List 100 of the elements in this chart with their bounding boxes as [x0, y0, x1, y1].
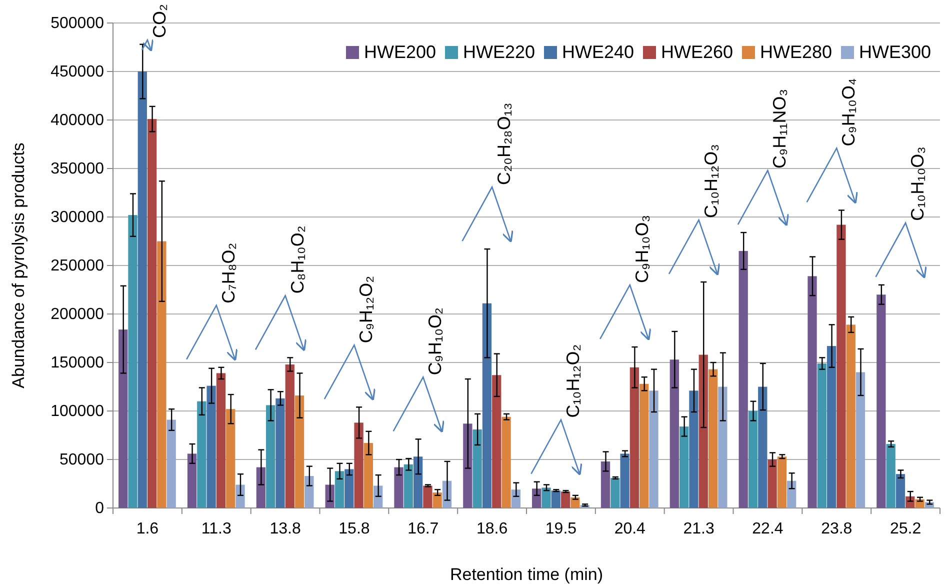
x-tick-label: 16.7 — [408, 520, 439, 538]
bar — [492, 375, 502, 508]
bar — [689, 390, 698, 508]
bar — [404, 464, 413, 508]
bar — [276, 398, 285, 508]
bar — [256, 467, 266, 508]
bar — [836, 224, 846, 508]
bar — [413, 456, 423, 508]
y-tick-label: 250000 — [50, 258, 104, 275]
annotation: C₉H₁₀O₄ — [838, 78, 859, 146]
bar — [551, 490, 560, 508]
bar — [679, 426, 689, 508]
bar — [610, 478, 620, 508]
legend-label: HWE300 — [859, 42, 932, 62]
bar — [236, 484, 245, 508]
bar — [423, 486, 432, 508]
bar — [846, 324, 856, 508]
annotation: C₁₀H₁₂O₂ — [562, 344, 583, 418]
bar — [472, 429, 482, 508]
x-tick-label: 15.8 — [338, 520, 370, 538]
bar — [432, 492, 442, 508]
bar — [738, 250, 748, 508]
bar — [768, 460, 777, 508]
bar — [817, 363, 826, 508]
bar — [808, 276, 817, 508]
annotation: C₉H₁₁NO₃ — [770, 88, 790, 169]
x-tick-label: 20.4 — [614, 520, 646, 538]
x-tick-label: 1.6 — [136, 520, 159, 538]
y-tick-label: 100000 — [50, 403, 104, 420]
bar — [718, 386, 728, 508]
y-tick-label: 300000 — [50, 209, 104, 226]
annotation: C₁₀H₁₀O₃ — [908, 146, 928, 221]
bar — [777, 456, 787, 508]
bar — [896, 474, 906, 508]
bar — [826, 346, 836, 508]
x-tick-label: 23.8 — [821, 520, 852, 538]
x-tick-label: 18.6 — [476, 520, 508, 538]
bar — [354, 422, 364, 508]
bar — [147, 119, 157, 508]
bar — [856, 372, 866, 508]
bar — [206, 386, 216, 508]
bar — [876, 294, 886, 508]
x-tick-label: 13.8 — [270, 520, 301, 538]
x-tick-label: 25.2 — [890, 520, 922, 538]
legend-label: HWE240 — [562, 42, 634, 62]
y-tick-label: 50000 — [60, 452, 104, 469]
x-tick-label: 21.3 — [683, 520, 714, 538]
bar — [266, 405, 276, 508]
bar — [649, 390, 658, 508]
legend-label: HWE220 — [463, 42, 536, 62]
x-tick-label: 11.3 — [201, 520, 232, 538]
bar — [304, 476, 314, 508]
legend-label: HWE280 — [760, 42, 832, 62]
bar — [670, 360, 679, 508]
annotation: C₁₀H₁₂O₃ — [700, 144, 721, 218]
bar — [216, 373, 226, 508]
bar — [294, 395, 304, 508]
y-tick-label: 200000 — [50, 306, 104, 324]
x-tick-label: 19.5 — [545, 520, 577, 538]
bar — [118, 330, 128, 508]
bar — [226, 409, 236, 508]
bar — [285, 364, 294, 508]
annotation: C₉H₁₂O₂ — [356, 276, 376, 344]
annotation: C₇H₈O₂ — [218, 242, 238, 304]
bar — [364, 443, 374, 508]
annotation: C₉H₁₀O₂ — [425, 307, 446, 376]
y-tick-label: 500000 — [50, 15, 104, 32]
x-tick-label: 22.4 — [752, 520, 784, 538]
legend-label: HWE200 — [364, 42, 436, 62]
annotation: C₉H₁₀O₃ — [632, 214, 652, 283]
bar — [344, 469, 354, 508]
bar — [886, 444, 896, 508]
bar — [758, 386, 768, 508]
y-tick-label: 350000 — [50, 160, 104, 178]
bar — [138, 72, 147, 508]
bar — [128, 215, 138, 508]
annotation: CO₂ — [149, 4, 170, 38]
bar — [748, 411, 758, 508]
bar — [560, 492, 570, 508]
bar — [620, 454, 630, 508]
bar — [698, 354, 708, 508]
bar — [166, 420, 176, 508]
bar — [542, 488, 551, 508]
x-axis-title: Retention time (min) — [450, 565, 604, 584]
y-tick-label: 150000 — [50, 354, 104, 372]
bar — [463, 424, 472, 508]
bar — [787, 480, 796, 508]
bar — [640, 384, 649, 508]
bar — [187, 454, 197, 508]
y-axis-title: Abundance of pyrolysis products — [9, 142, 28, 388]
bar — [482, 303, 492, 508]
legend-label: HWE260 — [661, 42, 734, 62]
bar — [532, 488, 542, 508]
bar — [197, 401, 206, 508]
bar — [600, 461, 610, 508]
y-tick-label: 0 — [95, 500, 104, 518]
bar — [394, 467, 404, 508]
bar — [630, 367, 640, 508]
y-tick-label: 400000 — [50, 112, 104, 130]
bar — [502, 416, 511, 508]
